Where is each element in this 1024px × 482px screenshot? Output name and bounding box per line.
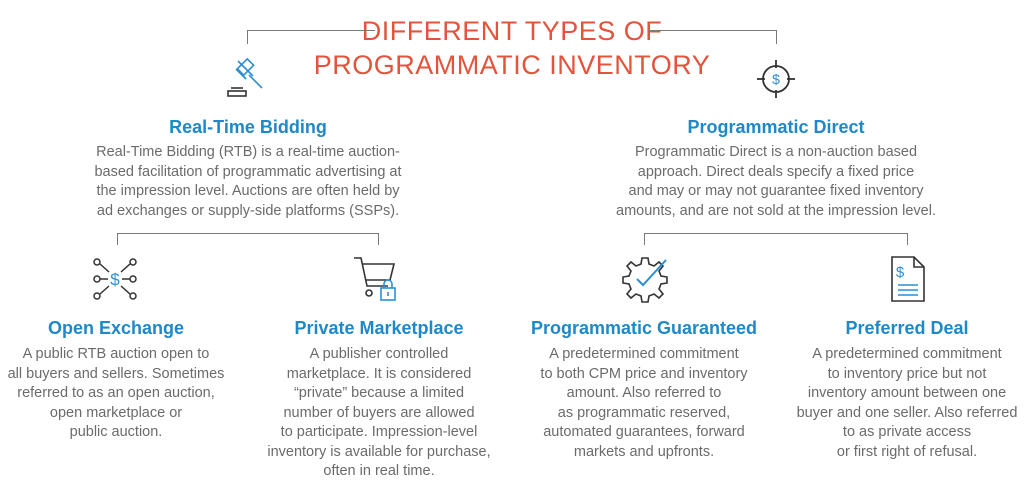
private-marketplace-line: “private” because a limited xyxy=(293,385,465,401)
cart-lock-icon xyxy=(352,254,402,304)
rtb-bracket xyxy=(117,233,379,234)
page-title: DIFFERENT TYPES OF PROGRAMMATIC INVENTOR… xyxy=(312,14,712,82)
top-bracket-right xyxy=(649,30,777,31)
title-line-2: PROGRAMMATIC INVENTORY xyxy=(313,50,711,80)
svg-text:$: $ xyxy=(772,71,780,87)
private-marketplace-line: number of buyers are allowed xyxy=(283,404,475,421)
open-exchange-description: A public RTB auction open to all buyers … xyxy=(0,345,232,443)
guaranteed-line: automated guarantees, forward xyxy=(543,424,745,440)
guaranteed-line: amount. Also referred to xyxy=(566,385,722,401)
rtb-bracket-right-drop xyxy=(378,233,379,245)
direct-line: and may or may not guarantee fixed inven… xyxy=(628,183,924,199)
rtb-line: the impression level. Auctions are often… xyxy=(96,183,400,199)
rtb-line: based facilitation of programmatic adver… xyxy=(94,163,402,180)
private-marketplace-line: marketplace. It is considered xyxy=(286,365,472,382)
direct-line: Programmatic Direct is a non-auction bas… xyxy=(634,144,918,160)
open-exchange-line: referred to as an open auction, xyxy=(17,385,215,401)
title-line-1: DIFFERENT TYPES OF xyxy=(361,16,663,46)
open-exchange-line: public auction. xyxy=(69,424,163,440)
direct-heading: Programmatic Direct xyxy=(687,117,865,137)
svg-text:$: $ xyxy=(896,264,905,281)
private-marketplace-line: often in real time. xyxy=(323,463,435,479)
guaranteed-heading: Programmatic Guaranteed xyxy=(530,318,758,338)
direct-bracket xyxy=(644,233,908,234)
rtb-line: ad exchanges or supply-side platforms (S… xyxy=(96,202,400,219)
private-marketplace-line: to participate. Impression-level xyxy=(280,424,478,440)
rtb-bracket-left-drop xyxy=(117,233,118,245)
top-bracket-left xyxy=(247,30,375,31)
rtb-description: Real-Time Bidding (RTB) is a real-time a… xyxy=(60,143,436,221)
direct-line: approach. Direct deals specify a fixed p… xyxy=(637,163,915,180)
invoice-icon: $ xyxy=(888,255,928,303)
preferred-heading: Preferred Deal xyxy=(845,318,969,338)
top-bracket-right-drop xyxy=(776,30,777,44)
gavel-icon xyxy=(224,52,272,100)
preferred-line: to as private access xyxy=(842,424,972,440)
preferred-line: buyer and one seller. Also referred xyxy=(796,404,1018,421)
private-marketplace-line: A publisher controlled xyxy=(309,346,449,362)
open-exchange-line: open marketplace or xyxy=(49,404,183,421)
guaranteed-line: as programmatic reserved, xyxy=(557,404,731,421)
direct-bracket-left-drop xyxy=(644,233,645,245)
direct-bracket-right-drop xyxy=(907,233,908,245)
rtb-heading: Real-Time Bidding xyxy=(169,117,327,137)
preferred-line: or first right of refusal. xyxy=(836,443,978,460)
open-exchange-line: A public RTB auction open to xyxy=(22,346,210,362)
top-bracket-left-drop xyxy=(247,30,248,44)
open-exchange-heading: Open Exchange xyxy=(47,318,185,338)
private-marketplace-heading: Private Marketplace xyxy=(294,318,464,338)
rtb-line: Real-Time Bidding (RTB) is a real-time a… xyxy=(96,144,400,160)
preferred-line: to inventory price but not xyxy=(827,365,987,382)
private-marketplace-line: inventory is available for purchase, xyxy=(267,443,491,460)
preferred-line: A predetermined commitment xyxy=(812,346,1002,362)
direct-line: amounts, and are not sold at the impress… xyxy=(616,202,936,219)
open-exchange-line: all buyers and sellers. Sometimes xyxy=(7,365,225,382)
guaranteed-description: A predetermined commitment to both CPM p… xyxy=(524,345,764,462)
preferred-description: A predetermined commitment to inventory … xyxy=(792,345,1022,462)
target-dollar-icon: $ xyxy=(755,58,797,100)
network-dollar-icon: $ xyxy=(90,254,140,304)
guaranteed-line: markets and upfronts. xyxy=(573,443,715,460)
svg-text:$: $ xyxy=(110,270,120,289)
guaranteed-line: A predetermined commitment xyxy=(549,346,739,362)
direct-description: Programmatic Direct is a non-auction bas… xyxy=(586,143,966,221)
guaranteed-line: to both CPM price and inventory xyxy=(540,365,748,382)
private-marketplace-description: A publisher controlled marketplace. It i… xyxy=(258,345,500,482)
preferred-line: inventory amount between one xyxy=(807,385,1007,401)
gear-check-icon xyxy=(620,254,670,304)
